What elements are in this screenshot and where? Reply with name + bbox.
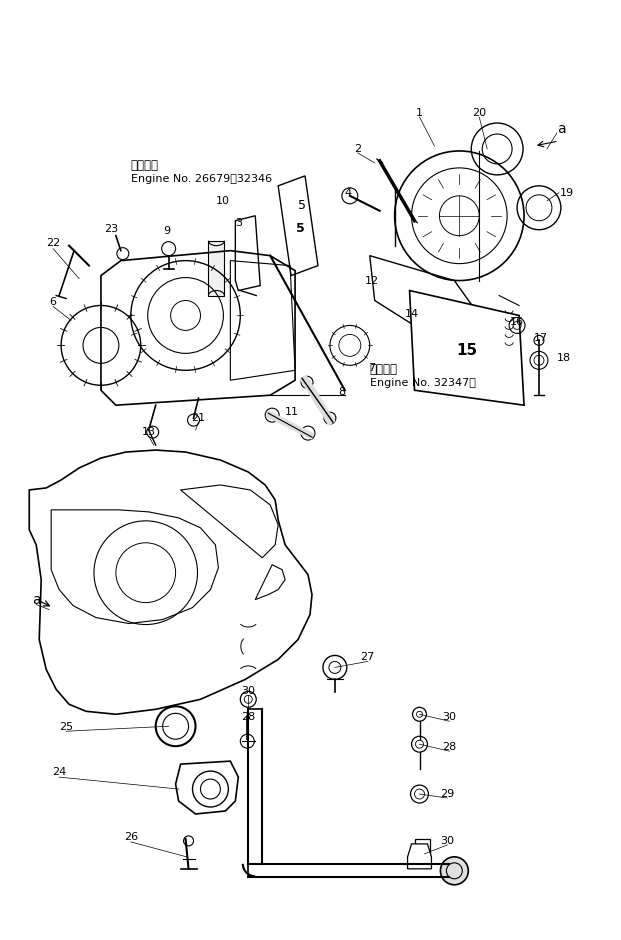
Text: Engine No. 32347～: Engine No. 32347～ bbox=[369, 378, 476, 388]
Text: 2: 2 bbox=[354, 144, 361, 154]
Text: a: a bbox=[32, 592, 40, 606]
Text: 28: 28 bbox=[442, 743, 456, 752]
Text: 29: 29 bbox=[440, 789, 455, 799]
Text: 22: 22 bbox=[46, 238, 60, 247]
Text: 15: 15 bbox=[456, 343, 478, 358]
Polygon shape bbox=[407, 844, 432, 869]
Bar bbox=[415, 838, 430, 859]
Text: 14: 14 bbox=[404, 309, 419, 320]
Circle shape bbox=[265, 408, 279, 422]
Circle shape bbox=[440, 857, 468, 885]
Text: 11: 11 bbox=[285, 407, 299, 417]
Text: 10: 10 bbox=[215, 196, 229, 206]
Text: 30: 30 bbox=[442, 713, 456, 722]
Text: 19: 19 bbox=[560, 188, 574, 197]
Text: 18: 18 bbox=[557, 353, 571, 364]
Text: 5: 5 bbox=[296, 222, 304, 235]
Text: 適用号機: 適用号機 bbox=[131, 159, 159, 172]
Text: 26: 26 bbox=[124, 832, 138, 842]
Circle shape bbox=[301, 376, 313, 388]
Text: 21: 21 bbox=[191, 414, 206, 423]
Circle shape bbox=[301, 426, 315, 440]
Text: a: a bbox=[557, 122, 566, 136]
Text: 20: 20 bbox=[472, 108, 486, 118]
Text: 5: 5 bbox=[298, 199, 306, 212]
Text: 4: 4 bbox=[344, 188, 351, 197]
Text: 13: 13 bbox=[142, 427, 156, 437]
Text: 12: 12 bbox=[365, 275, 379, 286]
Text: Engine No. 26679～32346: Engine No. 26679～32346 bbox=[131, 174, 272, 184]
Text: 28: 28 bbox=[241, 713, 255, 722]
Text: 16: 16 bbox=[510, 318, 524, 327]
Text: 6: 6 bbox=[50, 297, 57, 307]
Text: 24: 24 bbox=[52, 767, 66, 777]
Text: 9: 9 bbox=[163, 226, 170, 236]
Text: 30: 30 bbox=[440, 836, 455, 846]
Text: 7: 7 bbox=[368, 363, 375, 373]
Text: 27: 27 bbox=[361, 652, 375, 663]
Text: 3: 3 bbox=[235, 218, 242, 227]
Text: 8: 8 bbox=[338, 387, 345, 398]
Polygon shape bbox=[278, 176, 318, 275]
Text: 17: 17 bbox=[534, 334, 548, 343]
Text: 25: 25 bbox=[59, 722, 73, 732]
Polygon shape bbox=[176, 761, 238, 814]
Polygon shape bbox=[410, 290, 524, 405]
Text: 適用号機: 適用号機 bbox=[369, 364, 397, 376]
Text: 30: 30 bbox=[242, 686, 255, 697]
Polygon shape bbox=[29, 450, 312, 714]
Circle shape bbox=[324, 412, 336, 424]
Text: 1: 1 bbox=[416, 108, 423, 118]
Bar bbox=[209, 241, 224, 295]
Text: 23: 23 bbox=[104, 224, 118, 234]
